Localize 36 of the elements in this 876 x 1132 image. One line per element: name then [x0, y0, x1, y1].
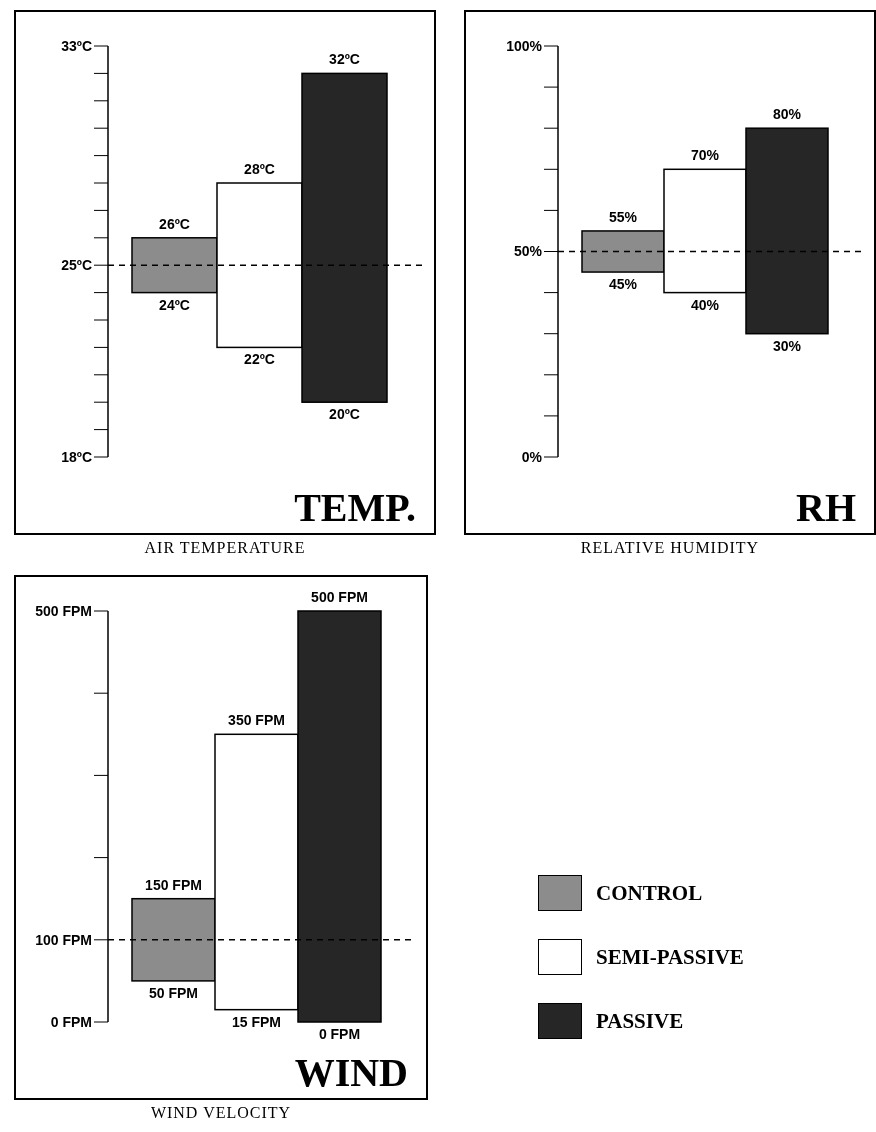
annotation: 50 FPM [148, 984, 199, 1001]
annotation: 45% [608, 276, 638, 293]
annotation: 0 FPM [318, 1026, 361, 1042]
y-tick-label: 18ºC [61, 448, 92, 465]
annotation: 150 FPM [145, 876, 202, 893]
annotation: 15 FPM [231, 1013, 282, 1030]
annotation: 70% [690, 147, 720, 164]
annotation: 350 FPM [228, 712, 285, 729]
annotation: 24ºC [159, 296, 190, 313]
y-tick-label: 25ºC [61, 257, 92, 274]
annotation: 40% [690, 296, 720, 313]
legend-label: SEMI-PASSIVE [596, 944, 744, 970]
y-tick-label: 50% [513, 243, 543, 260]
annotation: 22ºC [244, 351, 275, 368]
x-axis-title: AIR TEMPERATURE [143, 539, 307, 557]
y-tick-label: 0% [521, 448, 543, 465]
text: TEMP. [294, 484, 416, 531]
annotation: 500 FPM [311, 589, 368, 605]
annotation: 20ºC [329, 406, 360, 423]
text: WIND [294, 1049, 408, 1096]
annotation: 26ºC [159, 215, 190, 232]
legend-label: PASSIVE [596, 1008, 684, 1034]
annotation: 55% [608, 208, 638, 225]
text: RH [796, 484, 856, 531]
annotation: 32ºC [329, 51, 360, 68]
x-axis-title: WIND VELOCITY [149, 1104, 293, 1122]
annotation: 80% [772, 106, 802, 123]
annotation: 30% [772, 337, 802, 354]
y-tick-label: 500 FPM [35, 602, 92, 619]
legend-label: CONTROL [596, 880, 703, 906]
x-axis-title: RELATIVE HUMIDITY [579, 539, 761, 557]
annotation: 28ºC [244, 161, 275, 177]
y-tick-label: 100% [506, 37, 543, 54]
y-tick-label: 100 FPM [35, 931, 92, 948]
y-tick-label: 0 FPM [50, 1013, 92, 1030]
y-tick-label: 33ºC [61, 37, 92, 54]
